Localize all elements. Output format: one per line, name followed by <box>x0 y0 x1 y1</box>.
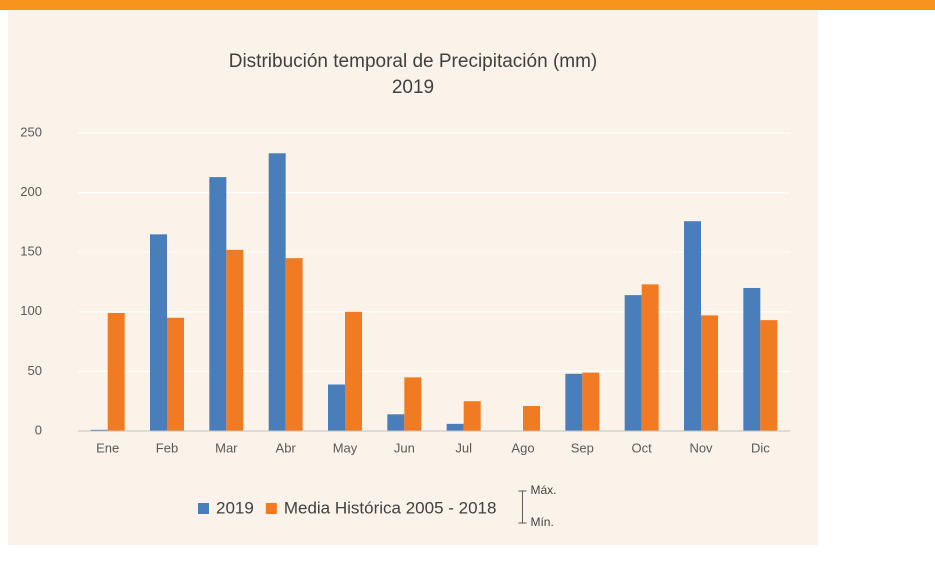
bar <box>684 221 701 431</box>
x-tick-label: Dic <box>751 440 770 455</box>
bar <box>404 377 422 431</box>
bar <box>345 311 362 431</box>
bar <box>641 284 659 431</box>
bar <box>90 429 108 431</box>
x-tick-label: Sep <box>571 440 594 455</box>
legend-min-label: Mín. <box>530 515 553 529</box>
bar <box>167 317 184 431</box>
bar <box>624 295 642 431</box>
x-tick-label: Jun <box>394 440 415 455</box>
x-tick-label: Ago <box>511 440 534 455</box>
top-bar <box>0 0 935 10</box>
bar <box>150 234 167 431</box>
y-tick-label: 0 <box>35 422 42 437</box>
x-tick-label: Abr <box>276 440 297 455</box>
bar <box>463 401 481 431</box>
x-tick-label: Nov <box>689 440 713 455</box>
chart-subtitle: 2019 <box>392 77 434 98</box>
bar <box>582 372 600 431</box>
y-tick-label: 150 <box>20 244 42 259</box>
legend-label: 2019 <box>216 498 254 517</box>
bar <box>387 414 405 431</box>
bar <box>523 405 540 431</box>
x-tick-label: Feb <box>156 440 178 455</box>
chart-panel <box>8 10 818 545</box>
bar <box>328 384 345 431</box>
legend-max-label: Máx. <box>530 483 556 497</box>
legend-swatch <box>198 503 209 514</box>
y-tick-label: 250 <box>20 124 42 139</box>
y-tick-label: 50 <box>28 363 42 378</box>
x-tick-label: May <box>333 440 358 455</box>
legend-label: Media Histórica 2005 - 2018 <box>284 498 497 517</box>
bar <box>565 373 583 431</box>
x-tick-label: Oct <box>632 440 653 455</box>
bar <box>446 423 464 431</box>
bar <box>226 249 244 431</box>
y-tick-label: 200 <box>20 184 42 199</box>
bar <box>760 320 778 431</box>
x-tick-label: Ene <box>96 440 119 455</box>
bar <box>701 315 718 431</box>
x-tick-label: Mar <box>215 440 238 455</box>
bar <box>743 287 761 431</box>
bar <box>107 312 125 431</box>
legend-swatch <box>265 503 277 514</box>
y-tick-label: 100 <box>20 303 42 318</box>
bar <box>268 153 286 431</box>
x-tick-label: Jul <box>455 440 472 455</box>
bar <box>285 258 303 431</box>
bar <box>209 177 227 431</box>
chart-title: Distribución temporal de Precipitación (… <box>229 51 598 72</box>
